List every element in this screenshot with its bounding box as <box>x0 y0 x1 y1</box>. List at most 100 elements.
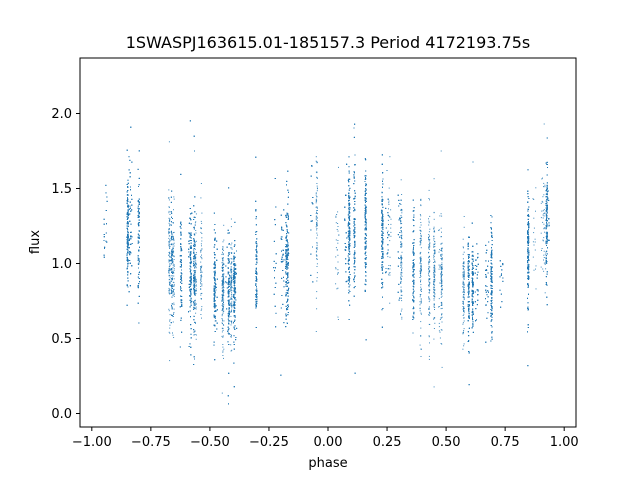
data-point <box>543 223 545 225</box>
data-point <box>401 232 403 234</box>
data-point <box>173 285 175 287</box>
data-point <box>401 265 403 267</box>
data-point <box>462 274 464 276</box>
data-point <box>428 275 430 277</box>
data-point <box>462 322 464 324</box>
data-point <box>230 294 232 296</box>
data-point <box>428 262 430 264</box>
data-point <box>420 215 422 217</box>
data-point <box>420 224 422 226</box>
data-point <box>532 256 534 258</box>
data-point <box>388 274 390 276</box>
data-point <box>434 241 436 242</box>
data-point <box>221 299 223 301</box>
data-point <box>540 217 542 219</box>
data-point <box>194 242 196 244</box>
data-point <box>169 314 171 316</box>
data-point <box>195 262 196 264</box>
data-point <box>223 284 224 286</box>
data-point <box>428 280 430 282</box>
data-point <box>440 243 442 245</box>
data-point <box>222 274 224 276</box>
data-point <box>434 280 436 282</box>
data-point <box>419 270 421 272</box>
data-point <box>462 333 464 335</box>
data-point <box>221 318 223 319</box>
data-point <box>428 265 430 267</box>
data-point <box>316 210 317 212</box>
data-point <box>543 186 544 188</box>
data-point <box>222 266 224 268</box>
data-point <box>429 228 431 230</box>
data-point <box>173 269 175 271</box>
data-point <box>173 294 175 295</box>
data-point <box>316 228 318 229</box>
data-point <box>433 178 435 180</box>
data-point <box>316 255 318 257</box>
data-point <box>230 304 232 306</box>
data-point <box>440 250 442 251</box>
data-point <box>222 298 223 300</box>
data-point <box>438 230 440 231</box>
data-point <box>400 274 402 276</box>
data-point <box>168 222 170 224</box>
data-point <box>222 351 224 353</box>
data-point <box>420 257 422 259</box>
data-point <box>433 317 435 319</box>
data-point <box>428 289 430 291</box>
data-point <box>315 226 317 228</box>
data-point <box>316 223 318 225</box>
data-point <box>173 198 175 200</box>
data-point <box>429 290 430 292</box>
data-point <box>173 302 175 304</box>
data-point <box>194 216 196 218</box>
data-point <box>463 276 465 278</box>
data-point <box>463 307 465 309</box>
data-point <box>168 269 170 271</box>
data-point <box>420 335 422 337</box>
data-point <box>200 243 202 245</box>
data-point <box>315 201 317 202</box>
data-point <box>463 290 465 292</box>
data-point <box>195 308 197 310</box>
data-point <box>429 278 431 279</box>
data-point <box>440 255 441 257</box>
data-point <box>544 227 546 229</box>
data-point <box>433 280 435 282</box>
data-point <box>315 331 317 332</box>
data-point <box>419 344 421 346</box>
data-point <box>420 286 422 288</box>
data-point <box>433 270 435 272</box>
data-point <box>230 244 232 246</box>
data-point <box>463 277 465 279</box>
data-point <box>222 248 223 250</box>
data-point <box>441 253 443 255</box>
data-point <box>462 276 464 278</box>
data-point <box>223 306 224 308</box>
data-point <box>316 242 318 243</box>
data-point <box>420 263 422 265</box>
data-point <box>428 273 429 275</box>
data-point <box>230 270 232 272</box>
data-point <box>462 332 464 334</box>
data-point <box>463 261 465 263</box>
data-point <box>389 156 391 158</box>
data-point <box>434 243 436 245</box>
data-point <box>433 264 435 266</box>
data-point <box>316 277 318 279</box>
data-point <box>401 300 403 302</box>
data-point <box>438 322 440 324</box>
data-point <box>315 219 317 221</box>
data-point <box>543 215 545 217</box>
data-point <box>390 231 392 233</box>
data-point <box>222 308 224 310</box>
data-point <box>463 275 464 277</box>
data-point <box>433 230 435 232</box>
data-point <box>195 221 197 223</box>
data-point <box>231 269 232 270</box>
data-point <box>172 235 174 237</box>
data-point <box>439 266 441 268</box>
data-point <box>401 244 403 246</box>
data-point <box>400 243 402 245</box>
data-point <box>541 210 543 212</box>
